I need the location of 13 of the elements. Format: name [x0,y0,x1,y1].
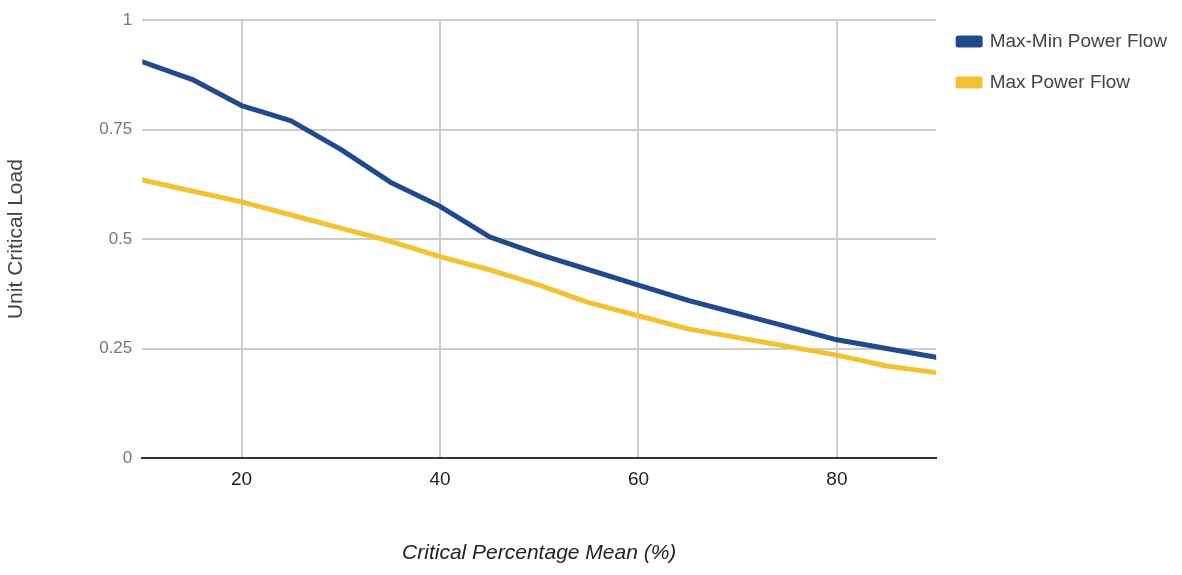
x-tick-label: 40 [429,467,451,489]
x-tick-label: 20 [230,467,253,489]
x-axis-title: Critical Percentage Mean (%) [402,540,677,564]
y-tick-label: 0.75 [99,119,133,139]
y-axis-title: Unit Critical Load [3,159,27,320]
x-tick-label: 60 [627,467,650,489]
y-tick-label: 0.25 [99,338,133,358]
y-tick-label: 0.5 [108,228,133,248]
y-tick-label: 1 [122,9,133,29]
legend-label: Max Power Flow [989,70,1131,92]
legend-label: Max-Min Power Flow [989,29,1168,51]
y-tick-label: 0 [122,447,133,467]
x-tick-label: 80 [826,467,848,489]
